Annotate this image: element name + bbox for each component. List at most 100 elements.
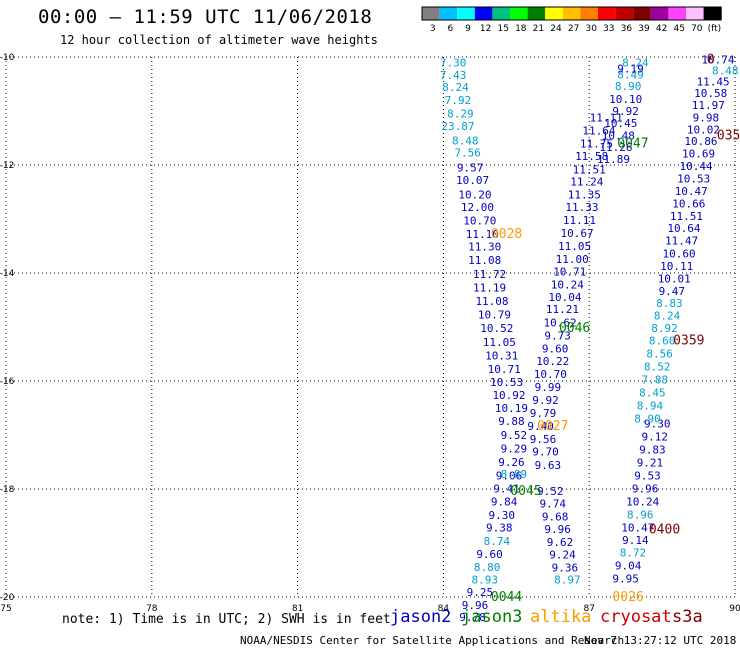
wave-height-value: 8.49 (617, 68, 644, 81)
wave-height-value: 11.05 (558, 240, 591, 253)
colorbar-label: 12 (480, 24, 491, 34)
wave-height-value: 10.64 (667, 222, 700, 235)
wave-height-value: 9.95 (612, 573, 639, 586)
wave-height-value: 9.52 (537, 485, 564, 498)
wave-height-value: 10.71 (488, 363, 521, 376)
wave-height-value: 9.88 (498, 415, 525, 428)
y-tick-label: -20 (0, 593, 15, 603)
wave-height-value: 9.79 (530, 407, 557, 420)
colorbar-label: 21 (533, 24, 544, 34)
plot-grid (5, 56, 736, 598)
colorbar-label: 9 (465, 24, 471, 34)
wave-height-value: 9.12 (642, 431, 669, 444)
wave-height-value: 9.21 (637, 457, 664, 470)
legend-cryosat: cryosat (600, 607, 672, 627)
chart-subtitle: 12 hour collection of altimeter wave hei… (60, 33, 378, 47)
wave-height-value: 10.19 (495, 402, 528, 415)
pass-id-label: 0046 (559, 321, 590, 336)
wave-height-value: 8.29 (447, 108, 474, 121)
wave-height-value: 10.92 (492, 389, 525, 402)
wave-height-value: 11.51 (573, 163, 606, 176)
colorbar-label: 33 (603, 24, 614, 34)
wave-height-value: 10.79 (478, 309, 511, 322)
wave-height-value: 9.52 (501, 429, 528, 442)
wave-height-value: 9.47 (659, 285, 686, 298)
wave-height-value: 9.38 (486, 521, 513, 534)
wave-height-value: 11.24 (570, 176, 603, 189)
colorbar-swatch (598, 7, 616, 20)
colorbar-label: 30 (585, 24, 597, 34)
pass-id-label: 0400 (649, 523, 680, 538)
wave-height-value: 10.70 (463, 215, 496, 228)
legend-altika: altika (530, 607, 592, 627)
wave-height-value: 8.52 (644, 360, 671, 373)
pass-id-label: 0359 (673, 334, 704, 349)
wave-height-value: 11.89 (597, 153, 630, 166)
pass-id-label: 0047 (617, 136, 648, 151)
wave-height-value: 8.94 (637, 399, 664, 412)
wave-height-value: 10.47 (621, 521, 654, 534)
x-tick-label: 84 (438, 604, 450, 614)
wave-height-value: 7.56 (454, 147, 481, 160)
colorbar-label: 42 (656, 24, 667, 34)
wave-height-value: 10.04 (548, 291, 581, 304)
x-tick-label: 90 (729, 604, 740, 614)
wave-height-value: 9.68 (542, 511, 569, 524)
colorbar-label: 15 (497, 24, 508, 34)
wave-height-value: 11.75 (580, 137, 613, 150)
wave-height-value: 10.48 (602, 129, 635, 142)
wave-height-value: 9.98 (693, 111, 720, 124)
footer-credit: NOAA/NESDIS Center for Satellite Applica… (240, 634, 625, 647)
wave-height-value: 10.47 (675, 185, 708, 198)
colorbar-swatch (668, 7, 686, 20)
wave-height-value: 10.02 (687, 123, 720, 136)
wave-height-value: 9.78 (459, 611, 486, 624)
wave-height-value: 10.58 (694, 87, 727, 100)
wave-height-value: 8.24 (622, 56, 649, 69)
wave-height-value: 8.92 (651, 322, 678, 335)
wave-height-value: 11.51 (670, 210, 703, 223)
wave-height-value: 10.69 (682, 148, 715, 161)
wave-height-value: 10.22 (536, 355, 569, 368)
wave-height-value: 10.20 (458, 189, 491, 202)
wave-height-value: 10.60 (663, 248, 696, 261)
pass-id-label: 0044 (491, 590, 522, 605)
wave-height-value: 8.72 (620, 547, 647, 560)
wave-height-value: 12.00 (461, 201, 494, 214)
wave-height-value: 9.25 (467, 586, 494, 599)
colorbar-swatch (703, 7, 722, 20)
colorbar-swatch (562, 7, 581, 20)
wave-height-value: 11.30 (468, 241, 501, 254)
colorbar-swatch (492, 7, 510, 20)
wave-height-value: 8.24 (442, 81, 469, 94)
wave-height-value: 10.71 (553, 265, 586, 278)
legend-jason3: jason3 (461, 607, 523, 627)
colorbar-swatch (474, 7, 493, 20)
wave-height-value: 7.92 (445, 94, 472, 107)
wave-height-value: 9.26 (498, 456, 525, 469)
wave-height-value: 10.24 (551, 278, 584, 291)
colorbar-label: 39 (638, 24, 650, 34)
y-tick-label: -14 (0, 269, 15, 279)
colorbar-label: 6 (448, 24, 454, 34)
wave-height-value: 10.31 (485, 350, 518, 363)
wave-height-value: 10.10 (609, 93, 642, 106)
wave-height-value: 9.63 (535, 459, 562, 472)
pass-id-label: 0045 (510, 484, 541, 499)
colorbar: 3 6 9 12 15 18 21 24 27 30 33 36 39 42 45 70 (ft) (421, 6, 722, 34)
x-tick-label: 81 (292, 604, 303, 614)
wave-height-value: 11.72 (473, 268, 506, 281)
colorbar-label: 45 (673, 24, 684, 34)
wave-height-value: 9.62 (547, 536, 574, 549)
wave-height-value: 8.45 (639, 386, 666, 399)
legend-s3a: s3a (672, 607, 703, 627)
wave-height-value: 9.92 (612, 105, 639, 118)
wave-height-value: 9.19 (617, 62, 644, 75)
wave-height-value: 11.11 (590, 111, 623, 124)
pass-id-label: 0 (707, 53, 715, 68)
wave-height-value: 7.43 (440, 69, 467, 82)
wave-height-value: 11.35 (568, 189, 601, 202)
wave-height-value: 11.64 (582, 124, 615, 137)
wave-height-value: 10.70 (534, 368, 567, 381)
